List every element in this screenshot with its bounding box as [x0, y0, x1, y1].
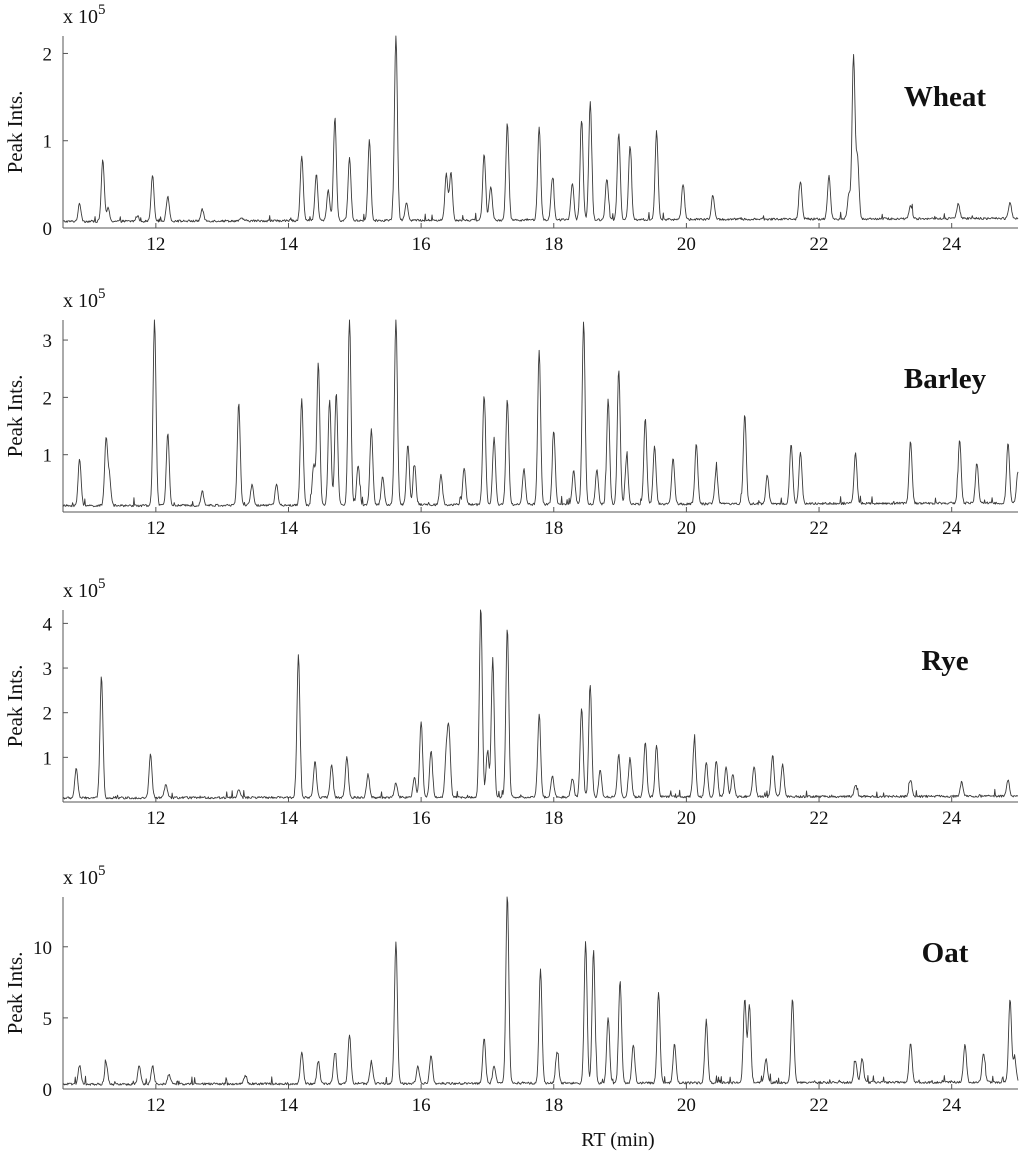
series-trace-barley [62, 319, 1019, 508]
y-tick-label: 1 [43, 446, 53, 467]
x-tick-label: 16 [412, 518, 431, 539]
series-label-wheat: Wheat [904, 81, 987, 113]
x-tick-label: 24 [942, 234, 962, 255]
x-tick-label: 18 [544, 808, 563, 829]
x-tick-label: 12 [146, 518, 165, 539]
y-axis-label: Peak Ints. [3, 91, 27, 174]
y-axis-label: Peak Ints. [3, 665, 27, 748]
series-label-rye: Rye [921, 645, 968, 677]
x-tick-label: 20 [677, 808, 696, 829]
y-tick-label: 2 [43, 704, 53, 725]
series-trace-rye [62, 609, 1019, 800]
x-tick-label: 24 [942, 808, 962, 829]
x-tick-label: 24 [942, 518, 962, 539]
series-label-barley: Barley [904, 363, 987, 395]
y-tick-label: 10 [33, 938, 52, 959]
x-tick-label: 22 [810, 808, 829, 829]
y-scale-factor: x 105 [63, 576, 106, 602]
y-tick-label: 3 [43, 659, 53, 680]
x-tick-label: 14 [279, 1095, 299, 1116]
y-tick-label: 1 [43, 132, 53, 153]
x-tick-label: 20 [677, 518, 696, 539]
y-scale-factor: x 105 [63, 2, 106, 28]
y-tick-label: 4 [43, 614, 53, 635]
x-tick-label: 16 [412, 1095, 431, 1116]
x-tick-label: 14 [279, 518, 299, 539]
y-tick-label: 2 [43, 388, 53, 409]
x-axis-label: RT (min) [581, 1129, 654, 1151]
x-tick-label: 20 [677, 234, 696, 255]
x-tick-label: 12 [146, 808, 165, 829]
x-tick-label: 22 [810, 1095, 829, 1116]
y-tick-label: 0 [43, 219, 53, 240]
panel-oat: 0 5 10 12 14 16 18 20 22 24 x 105 Peak Ints. Oat [3, 863, 1019, 1116]
x-tick-label: 24 [942, 1095, 962, 1116]
x-tick-label: 14 [279, 808, 299, 829]
x-tick-label: 22 [810, 234, 829, 255]
y-scale-factor: x 105 [63, 286, 106, 312]
y-axis-label: Peak Ints. [3, 375, 27, 458]
x-tick-label: 16 [412, 234, 431, 255]
x-tick-label: 18 [544, 1095, 563, 1116]
series-label-oat: Oat [922, 937, 969, 969]
y-tick-label: 2 [43, 44, 53, 65]
series-trace-wheat [62, 35, 1019, 223]
series-trace-oat [62, 896, 1019, 1086]
x-tick-label: 16 [412, 808, 431, 829]
y-scale-factor: x 105 [63, 863, 106, 889]
x-tick-label: 18 [544, 518, 563, 539]
y-axis-label: Peak Ints. [3, 952, 27, 1035]
y-tick-label: 3 [43, 331, 53, 352]
x-tick-label: 22 [810, 518, 829, 539]
x-tick-label: 14 [279, 234, 299, 255]
y-tick-label: 5 [43, 1009, 53, 1030]
y-tick-label: 0 [43, 1080, 53, 1101]
x-tick-label: 12 [146, 234, 165, 255]
x-tick-label: 12 [146, 1095, 165, 1116]
x-tick-label: 18 [544, 234, 563, 255]
y-tick-label: 1 [43, 748, 53, 769]
x-tick-label: 20 [677, 1095, 696, 1116]
